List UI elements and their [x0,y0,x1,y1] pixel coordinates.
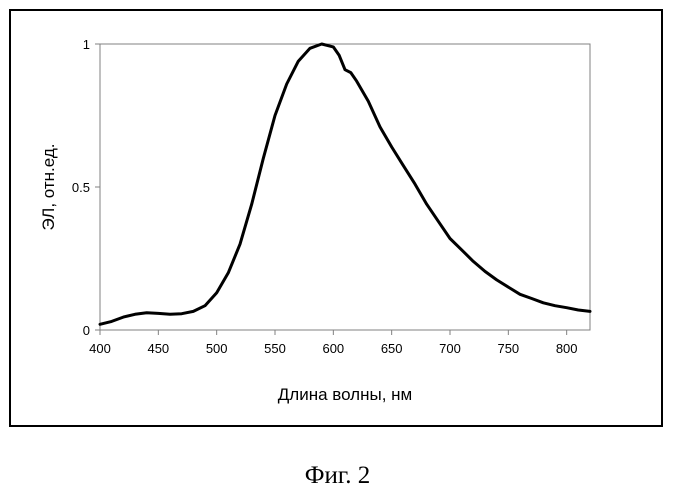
x-tick-label: 450 [147,341,169,356]
x-tick-label: 650 [381,341,403,356]
y-axis-title: ЭЛ, отн.ед. [39,144,58,231]
x-tick-label: 800 [556,341,578,356]
figure-caption: Фиг. 2 [0,462,675,490]
x-tick-label: 600 [322,341,344,356]
x-tick-label: 400 [89,341,111,356]
chart: 400450500550600650700750800 00.51 Длина … [0,0,675,440]
x-axis: 400 450 500 550 600 650 700 750 800 [89,330,577,356]
y-tick-label: 0 [83,323,90,338]
plot-area-border [100,44,590,330]
x-tick-label: 700 [439,341,461,356]
x-tick-label: 550 [264,341,286,356]
y-axis: 00.51 [72,37,100,338]
y-tick-label: 0.5 [72,180,90,195]
series-line [100,44,590,324]
y-tick-label: 1 [83,37,90,52]
x-axis-title: Длина волны, нм [278,385,412,404]
x-tick-label: 750 [497,341,519,356]
x-tick-label: 500 [206,341,228,356]
